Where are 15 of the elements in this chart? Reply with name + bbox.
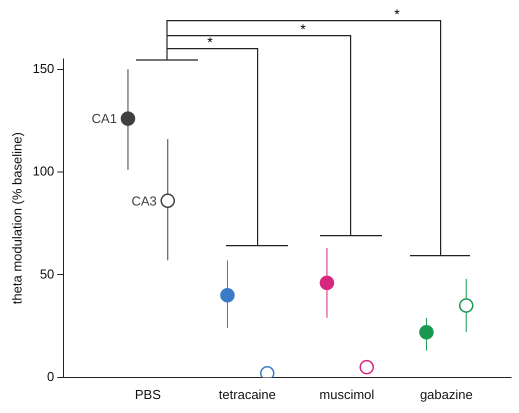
y-tick-label: 0 — [47, 368, 54, 384]
text: * — [300, 21, 306, 37]
y-axis-title: theta modulation (% baseline) — [9, 132, 24, 304]
y-tick-label: 50 — [40, 266, 54, 282]
x-tick-label: muscimol — [319, 386, 374, 402]
x-tick-label: PBS — [134, 386, 162, 402]
text: * — [394, 6, 400, 22]
y-tick-label: 150 — [32, 60, 54, 76]
series-label: CA3 — [131, 193, 157, 208]
y-tick-label: 100 — [32, 164, 54, 179]
text: * — [207, 34, 214, 50]
x-tick-label: tetracaine — [218, 386, 276, 402]
x-tick-label: gabazine — [420, 386, 473, 402]
significance-bracket: * — [167, 34, 288, 246]
series-label: CA1 — [92, 111, 117, 126]
